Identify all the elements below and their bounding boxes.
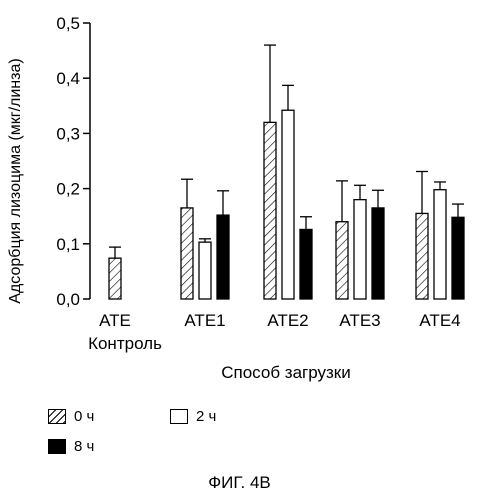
y-tick-label: 0,5 (56, 14, 80, 33)
legend-swatch-0h (48, 409, 66, 424)
bar (353, 198, 367, 300)
legend-swatch-8h (48, 439, 66, 454)
x-tick-label: ATE (99, 311, 131, 330)
bar (433, 189, 447, 300)
legend-label-2h: 2 ч (196, 408, 217, 425)
y-tick-label: 0,2 (56, 180, 80, 199)
y-tick-label: 0,0 (56, 290, 80, 309)
x-tick-label: ATE2 (267, 311, 308, 330)
bar (281, 109, 295, 300)
x-tick-label: ATE1 (184, 311, 225, 330)
legend-label-0h: 0 ч (74, 408, 95, 425)
y-axis-label: Адсорбция лизоцима (мкг/линза) (7, 58, 24, 303)
legend-item-2h: 2 ч (170, 408, 216, 425)
lysozyme-bar-chart: 0,0 0,1 0,2 0,3 0,4 0,5 Адсорбция лизоцима (мк… (7, 14, 465, 382)
legend-swatch-2h (170, 409, 188, 424)
bar (216, 214, 230, 300)
legend-item-8h: 8 ч (48, 438, 94, 455)
bar (299, 228, 313, 300)
bar (198, 241, 212, 300)
y-tick-label: 0,3 (56, 124, 80, 143)
x-axis-label: Способ загрузки (221, 363, 350, 382)
legend-label-8h: 8 ч (74, 438, 95, 455)
bar (335, 221, 349, 300)
y-tick-label: 0,4 (56, 69, 80, 88)
x-tick-label: ATE3 (339, 311, 380, 330)
figure-caption: ФИГ. 4В (208, 473, 271, 492)
x-tick-sublabel: Контроль (88, 334, 162, 353)
y-tick-label: 0,1 (56, 235, 80, 254)
legend-item-0h: 0 ч (48, 408, 94, 425)
bar (371, 207, 385, 300)
bar (263, 121, 277, 300)
x-tick-label: ATE4 (419, 311, 460, 330)
bar (451, 216, 465, 300)
bar (415, 212, 429, 300)
bar (108, 257, 122, 300)
bar (180, 207, 194, 300)
